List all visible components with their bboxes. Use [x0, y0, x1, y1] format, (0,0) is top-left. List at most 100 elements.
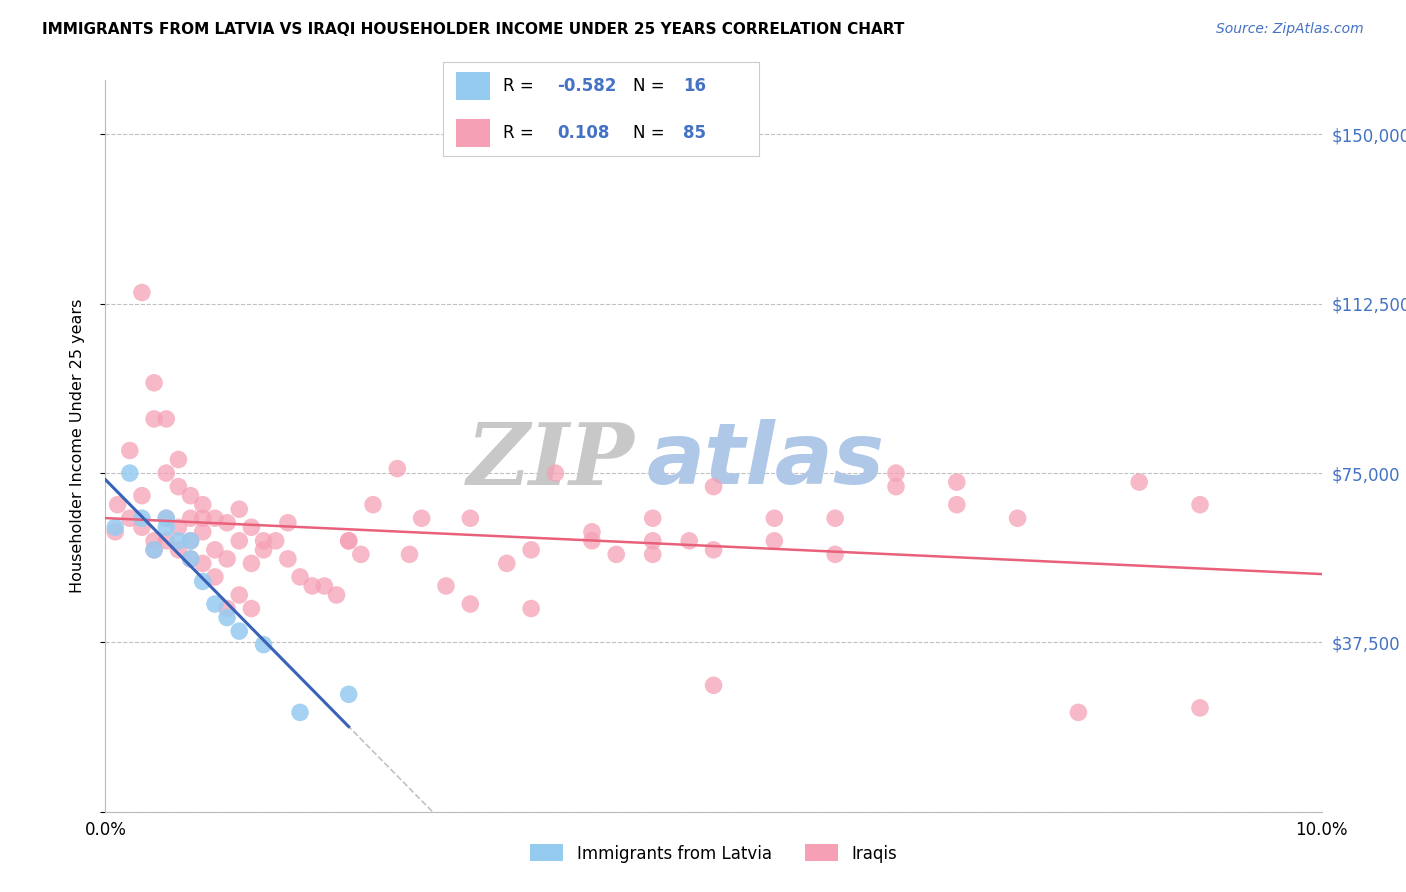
Point [458, 597, 481, 611]
Point [398, 547, 420, 561]
Point [104, 520, 127, 534]
Point [228, 502, 250, 516]
Point [204, 597, 226, 611]
Point [678, 533, 700, 548]
Point [824, 511, 846, 525]
Text: 85: 85 [683, 124, 706, 142]
Point [581, 533, 603, 548]
Point [131, 520, 153, 534]
Point [702, 480, 725, 494]
Point [763, 533, 786, 548]
Point [1007, 511, 1029, 525]
Point [314, 579, 336, 593]
Point [1067, 706, 1090, 720]
Point [180, 533, 202, 548]
Bar [456, 72, 491, 100]
Text: -0.582: -0.582 [557, 77, 616, 95]
Point [167, 542, 190, 557]
Point [520, 601, 543, 615]
Point [191, 574, 214, 589]
Point [180, 489, 202, 503]
Point [337, 533, 360, 548]
Text: R =: R = [503, 77, 538, 95]
Point [458, 511, 481, 525]
Point [143, 542, 166, 557]
Point [824, 547, 846, 561]
Point [240, 557, 263, 571]
Point [544, 466, 567, 480]
Point [605, 547, 627, 561]
Point [264, 533, 287, 548]
Point [1128, 475, 1150, 489]
Point [155, 412, 177, 426]
Point [217, 552, 239, 566]
Point [252, 533, 274, 548]
Point [350, 547, 373, 561]
Point [702, 678, 725, 692]
Text: ZIP: ZIP [467, 419, 634, 502]
Bar [456, 119, 491, 147]
Point [434, 579, 457, 593]
Point [118, 511, 141, 525]
Point [180, 511, 202, 525]
Point [288, 706, 311, 720]
Point [155, 466, 177, 480]
Point [191, 524, 214, 539]
Legend: Immigrants from Latvia, Iraqis: Immigrants from Latvia, Iraqis [523, 838, 904, 869]
Text: N =: N = [633, 124, 669, 142]
Point [143, 542, 166, 557]
Point [204, 511, 226, 525]
Point [104, 524, 127, 539]
Point [131, 511, 153, 525]
Point [301, 579, 323, 593]
Point [217, 516, 239, 530]
Point [641, 533, 664, 548]
Point [581, 524, 603, 539]
Point [361, 498, 384, 512]
Text: IMMIGRANTS FROM LATVIA VS IRAQI HOUSEHOLDER INCOME UNDER 25 YEARS CORRELATION CH: IMMIGRANTS FROM LATVIA VS IRAQI HOUSEHOL… [42, 22, 904, 37]
Point [167, 533, 190, 548]
Y-axis label: Householder Income Under 25 years: Householder Income Under 25 years [70, 299, 84, 593]
Point [143, 533, 166, 548]
Point [1188, 701, 1211, 715]
Point [240, 601, 263, 615]
Point [387, 461, 409, 475]
Point [131, 489, 153, 503]
Point [252, 638, 274, 652]
Text: 16: 16 [683, 77, 706, 95]
Point [337, 533, 360, 548]
Point [337, 687, 360, 701]
Point [155, 511, 177, 525]
Point [180, 533, 202, 548]
Point [641, 547, 664, 561]
Text: atlas: atlas [647, 419, 884, 502]
Point [228, 533, 250, 548]
Point [204, 542, 226, 557]
Point [191, 557, 214, 571]
Point [118, 466, 141, 480]
Point [252, 542, 274, 557]
Point [167, 452, 190, 467]
Point [228, 624, 250, 639]
Point [118, 443, 141, 458]
Point [884, 466, 907, 480]
Text: 0.108: 0.108 [557, 124, 609, 142]
Point [277, 516, 299, 530]
Point [702, 542, 725, 557]
Point [495, 557, 517, 571]
Point [277, 552, 299, 566]
Point [1188, 498, 1211, 512]
Point [520, 542, 543, 557]
Point [325, 588, 347, 602]
Point [641, 511, 664, 525]
Point [131, 285, 153, 300]
Point [945, 498, 967, 512]
Point [180, 552, 202, 566]
Point [107, 498, 129, 512]
Point [143, 376, 166, 390]
Point [155, 511, 177, 525]
Text: R =: R = [503, 124, 544, 142]
Point [228, 588, 250, 602]
Point [204, 570, 226, 584]
Point [191, 498, 214, 512]
